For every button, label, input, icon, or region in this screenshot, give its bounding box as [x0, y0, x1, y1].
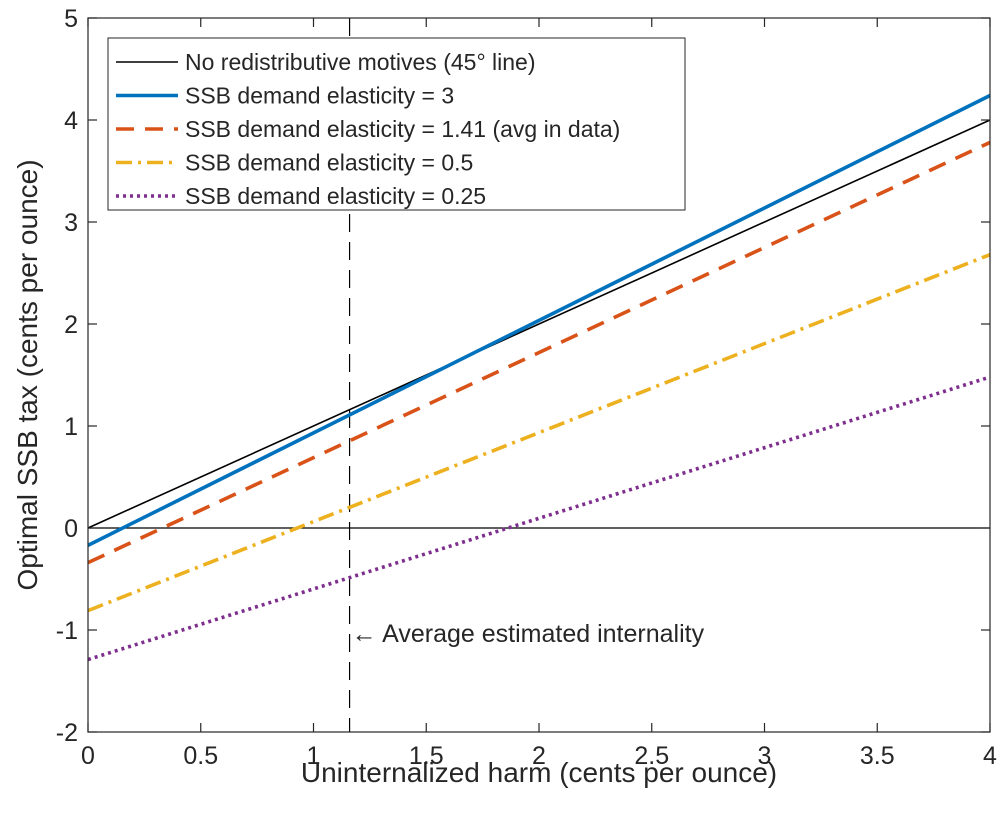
- x-axis-title: Uninternalized harm (cents per ounce): [301, 757, 777, 788]
- x-tick-label: 3.5: [860, 742, 895, 770]
- x-tick-label: 0: [81, 742, 95, 770]
- x-tick-label: 2.5: [634, 742, 669, 770]
- legend-label-1: No redistributive motives (45° line): [185, 49, 536, 75]
- x-tick-label: 1.5: [409, 742, 444, 770]
- internality-annotation: ← Average estimated internality: [352, 620, 705, 648]
- axis-ticks: [87, 17, 991, 733]
- x-tick-label: 0.5: [183, 742, 218, 770]
- legend-label-2: SSB demand elasticity = 3: [185, 83, 454, 109]
- y-tick-label: 1: [64, 413, 78, 441]
- x-tick-label: 4: [983, 742, 997, 770]
- y-tick-label: 5: [64, 5, 78, 33]
- y-tick-label: 4: [64, 107, 78, 135]
- series-line-2: [87, 93, 991, 547]
- legend-box: [107, 37, 686, 211]
- y-axis-title: Optimal SSB tax (cents per ounce): [12, 159, 43, 590]
- y-tick-label: 2: [64, 311, 78, 339]
- legend-label-3: SSB demand elasticity = 1.41 (avg in dat…: [185, 116, 620, 142]
- y-tick-label: -2: [56, 719, 78, 747]
- series-line-3: [87, 140, 991, 565]
- y-tick-label: -1: [56, 617, 78, 645]
- series-line-1: [87, 119, 991, 529]
- x-tick-label: 3: [758, 742, 772, 770]
- legend: No redistributive motives (45° line) SSB …: [107, 37, 686, 211]
- series-lines: [87, 93, 991, 662]
- legend-label-4: SSB demand elasticity = 0.5: [185, 150, 473, 176]
- legend-label-5: SSB demand elasticity = 0.25: [185, 183, 486, 209]
- x-tick-label: 1: [307, 742, 321, 770]
- y-tick-label: 0: [64, 515, 78, 543]
- legend-items: No redistributive motives (45° line) SSB …: [116, 49, 620, 209]
- axis-tick-labels: 0 0.5 1 1.5 2 2.5 3 3.5 4 -2 -1 0 1 2 3 4 5: [56, 5, 997, 770]
- y-tick-label: 3: [64, 209, 78, 237]
- series-line-4: [87, 252, 991, 613]
- x-tick-label: 2: [532, 742, 546, 770]
